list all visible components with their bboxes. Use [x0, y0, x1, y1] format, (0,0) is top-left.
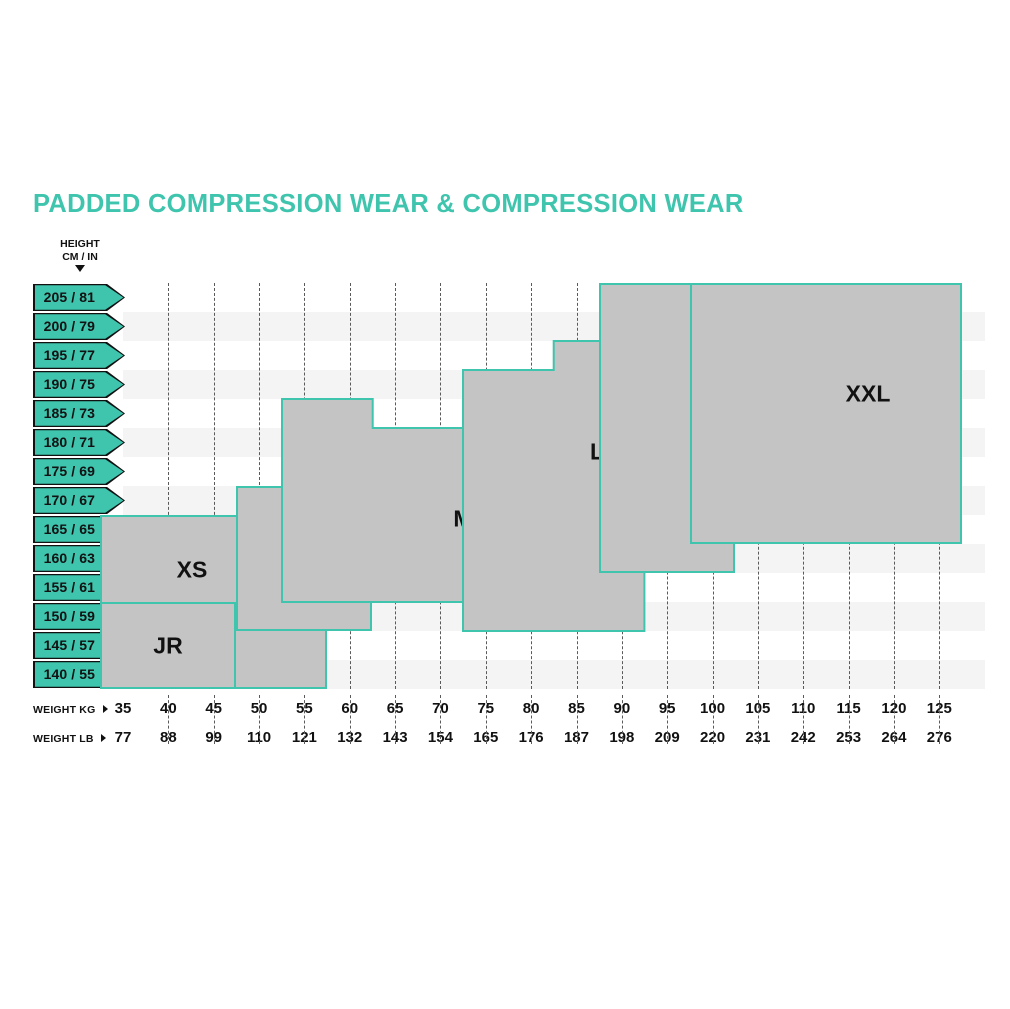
weight-tick [531, 695, 533, 744]
weight-lb-value: 242 [790, 729, 816, 746]
size-block-jr: JR [100, 602, 237, 689]
height-label: 205 / 81 [33, 283, 125, 312]
weight-tick [667, 695, 669, 744]
height-label-text: 140 / 55 [43, 666, 95, 683]
weight-lb-value: 132 [337, 729, 363, 746]
height-label-text: 170 / 67 [43, 492, 95, 509]
size-block-xxl: XXL [689, 283, 962, 544]
weight-kg-value: 35 [114, 700, 132, 717]
weight-tick [213, 695, 215, 744]
weight-tick [304, 695, 306, 744]
height-label-fill: 180 / 71 [34, 430, 124, 455]
triangle-right-icon [101, 734, 106, 742]
weight-tick [485, 695, 487, 744]
weight-tick [168, 695, 170, 744]
height-label-fill: 190 / 75 [34, 372, 124, 397]
height-label-text: 160 / 63 [43, 550, 95, 567]
weight-kg-value: 60 [341, 700, 359, 717]
size-label-jr: JR [153, 632, 183, 659]
height-label-fill: 195 / 77 [34, 343, 124, 368]
height-label-text: 185 / 73 [43, 405, 95, 422]
weight-lb-value: 77 [114, 729, 132, 746]
height-label-fill: 165 / 65 [34, 517, 124, 542]
triangle-down-icon [75, 265, 85, 272]
height-label-fill: 170 / 67 [34, 488, 124, 513]
weight-kg-value: 85 [568, 700, 585, 717]
weight-tick [259, 695, 261, 744]
weight-kg-value: 115 [836, 700, 861, 717]
height-caption-line-1: HEIGHT [60, 238, 100, 250]
weight-kg-axis-label: WEIGHT KG [33, 704, 96, 716]
weight-tick [939, 695, 941, 744]
height-label: 170 / 67 [33, 486, 125, 515]
weight-kg-value: 110 [791, 700, 816, 717]
weight-tick [440, 695, 442, 744]
height-label-text: 175 / 69 [43, 463, 95, 480]
height-label: 175 / 69 [33, 457, 125, 486]
height-caption-line-2: CM / IN [62, 250, 98, 263]
grid-line [168, 283, 170, 689]
height-label-text: 155 / 61 [43, 579, 95, 596]
height-label: 200 / 79 [33, 312, 125, 341]
weight-tick [848, 695, 850, 744]
height-label-text: 205 / 81 [43, 289, 95, 306]
weight-tick [712, 695, 714, 744]
height-label: 185 / 73 [33, 399, 125, 428]
weight-lb-value: 110 [246, 729, 272, 746]
weight-tick [576, 695, 578, 744]
height-label-fill: 185 / 73 [34, 401, 124, 426]
height-label-text: 150 / 59 [43, 608, 95, 625]
height-label-text: 180 / 71 [43, 434, 95, 451]
height-label-text: 195 / 77 [43, 347, 95, 364]
weight-tick [757, 695, 759, 744]
height-label-fill: 175 / 69 [34, 459, 124, 484]
weight-lb-value: 187 [563, 729, 589, 746]
triangle-right-icon [103, 705, 108, 713]
weight-lb-axis-label: WEIGHT LB [33, 733, 94, 745]
height-label-fill: 205 / 81 [34, 285, 124, 310]
height-label-text: 145 / 57 [43, 637, 95, 654]
height-label-text: 190 / 75 [43, 376, 95, 393]
height-label: 190 / 75 [33, 370, 125, 399]
weight-tick [803, 695, 805, 744]
height-label-text: 165 / 65 [43, 521, 95, 538]
height-label: 180 / 71 [33, 428, 125, 457]
page-title: PADDED COMPRESSION WEAR & COMPRESSION WE… [33, 190, 744, 218]
size-label-xxl: XXL [845, 380, 891, 407]
height-label: 195 / 77 [33, 341, 125, 370]
height-axis-caption: HEIGHT CM / IN [50, 238, 110, 263]
size-label-xs: XS [176, 556, 208, 583]
weight-tick [621, 695, 623, 744]
weight-tick [893, 695, 895, 744]
weight-tick [395, 695, 397, 744]
height-label-text: 200 / 79 [43, 318, 95, 335]
height-label-fill: 200 / 79 [34, 314, 124, 339]
weight-tick [349, 695, 351, 744]
grid-line [213, 283, 215, 689]
